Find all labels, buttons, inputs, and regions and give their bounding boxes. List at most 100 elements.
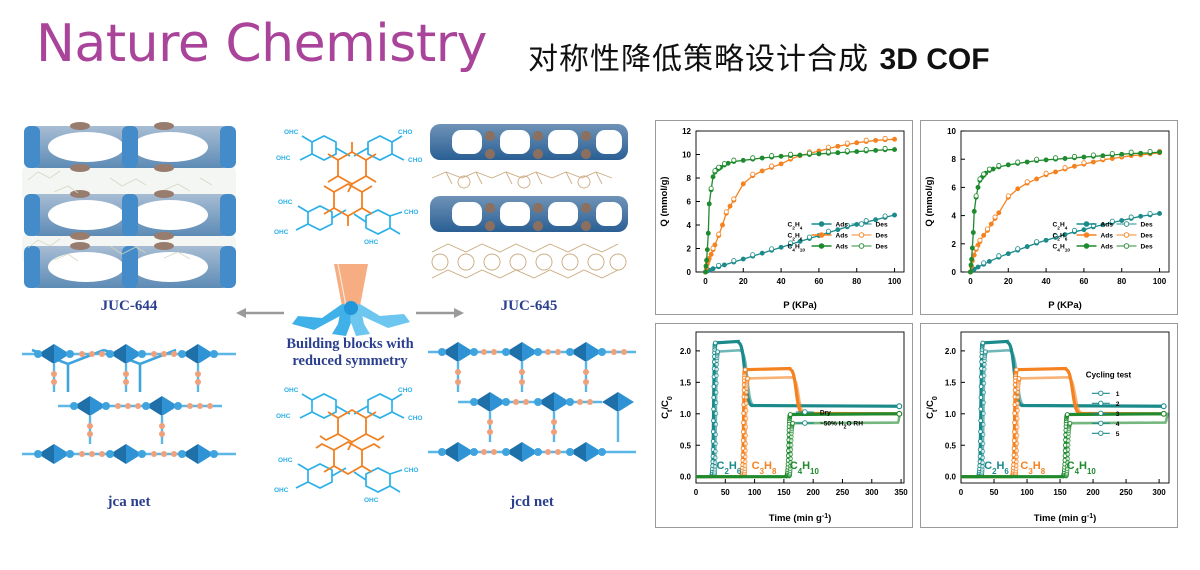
svg-text:50: 50 [721, 488, 730, 497]
svg-text:100: 100 [1020, 488, 1034, 497]
svg-text:C2H6: C2H6 [788, 232, 803, 242]
svg-text:150: 150 [1053, 488, 1067, 497]
svg-text:0: 0 [959, 488, 964, 497]
svg-text:Time (min g-1): Time (min g-1) [1034, 513, 1097, 525]
page-title: 对称性降低策略设计合成 3D COF [528, 34, 990, 78]
svg-text:8: 8 [952, 155, 957, 164]
ligand-molecule-top: OHC OHC CHO CHO OHC OHC CHO OHC [268, 116, 434, 274]
svg-text:40: 40 [777, 277, 786, 286]
svg-text:0: 0 [968, 277, 973, 286]
svg-text:CHO: CHO [398, 387, 412, 394]
svg-text:Time (min g-1): Time (min g-1) [769, 513, 832, 525]
svg-text:P (KPa): P (KPa) [1048, 300, 1082, 311]
svg-text:Dry: Dry [820, 410, 831, 417]
jcd-net-graphic [428, 342, 636, 462]
chart-isotherm-juc644: 0 20 40 60 80 100 0 2 4 6 8 10 12 P (KPa) Q (mmol/g) C2… [655, 120, 913, 315]
svg-text:50: 50 [990, 488, 999, 497]
svg-text:0: 0 [703, 277, 708, 286]
caption-line-1: Building blocks with [286, 336, 414, 352]
svg-text:C4H10: C4H10 [788, 243, 806, 253]
svg-text:1.0: 1.0 [945, 410, 957, 419]
svg-text:4: 4 [687, 221, 692, 230]
svg-text:2: 2 [1116, 401, 1120, 408]
svg-text:CHO: CHO [408, 415, 422, 422]
page-title-en: 3D COF [879, 43, 990, 76]
svg-text:200: 200 [807, 488, 821, 497]
svg-text:6: 6 [687, 198, 692, 207]
ligand-molecule-bottom: OHC OHC CHO CHO OHC OHC CHO OHC [268, 376, 434, 526]
svg-text:P (KPa): P (KPa) [783, 300, 817, 311]
svg-text:Ads: Ads [836, 243, 849, 250]
svg-text:OHC: OHC [274, 487, 289, 494]
svg-text:Cycling test: Cycling test [1086, 370, 1132, 379]
svg-text:1.5: 1.5 [680, 378, 692, 387]
svg-text:OHC: OHC [364, 239, 379, 246]
svg-text:C2H4: C2H4 [788, 221, 803, 231]
svg-text:OHC: OHC [278, 199, 293, 206]
svg-text:100: 100 [888, 277, 902, 286]
building-block-3d-icon [276, 260, 426, 338]
svg-text:80: 80 [1117, 277, 1126, 286]
svg-text:0.5: 0.5 [680, 441, 692, 450]
chart-breakthrough-cycling: 0 50 100 150 200 250 300 0.0 0.5 1.0 1.5 2.0 Time (m… [920, 323, 1178, 528]
svg-text:300: 300 [1152, 488, 1166, 497]
svg-text:Ads: Ads [1101, 243, 1114, 250]
svg-text:Des: Des [876, 243, 888, 250]
caption-line-2: reduced symmetry [292, 353, 408, 369]
svg-text:300: 300 [865, 488, 879, 497]
chart-breakthrough-dry-wet: 0 50 100 150 200 250 300 350 0.0 0.5 1.0 1.5 2.0 Time… [655, 323, 913, 528]
svg-text:4: 4 [952, 212, 957, 221]
svg-text:0.0: 0.0 [945, 473, 957, 482]
chart-breakthrough-cycling-svg: 0 50 100 150 200 250 300 0.0 0.5 1.0 1.5 2.0 Time (m… [925, 331, 1170, 525]
svg-text:C2H6: C2H6 [717, 460, 742, 476]
svg-text:Des: Des [876, 232, 888, 239]
svg-text:OHC: OHC [276, 155, 291, 162]
svg-text:100: 100 [1153, 277, 1167, 286]
svg-text:0.0: 0.0 [680, 473, 692, 482]
svg-text:OHC: OHC [284, 129, 299, 136]
structure-juc645 [424, 118, 634, 303]
chart-breakthrough-dry-wet-svg: 0 50 100 150 200 250 300 350 0.0 0.5 1.0 1.5 2.0 Time… [660, 331, 908, 525]
svg-text:Des: Des [1141, 221, 1153, 228]
svg-text:2.0: 2.0 [945, 347, 957, 356]
svg-text:100: 100 [748, 488, 762, 497]
arrow-right-icon [414, 306, 466, 325]
svg-text:Ct/C0: Ct/C0 [660, 396, 674, 419]
svg-text:20: 20 [739, 277, 748, 286]
svg-text:Des: Des [1141, 243, 1153, 250]
svg-text:8: 8 [687, 174, 692, 183]
ligand-top-graphic: OHC OHC CHO CHO OHC OHC CHO OHC [274, 129, 422, 246]
svg-text:OHC: OHC [276, 413, 291, 420]
svg-text:2: 2 [687, 245, 692, 254]
chart-isotherm-juc645-svg: 0 20 40 60 80 100 0 2 4 6 8 10 P (KPa) Q (mmol/g) C2H4… [924, 127, 1170, 311]
svg-text:Ads: Ads [836, 221, 849, 228]
building-block-graphic [292, 263, 410, 336]
schematic-panel: JUC-644 [0, 108, 655, 570]
structure-jca-net [12, 330, 246, 490]
structure-juc644 [14, 118, 244, 298]
label-jcd-net: jcd net [510, 494, 554, 510]
charts-panel: 0 20 40 60 80 100 0 2 4 6 8 10 12 P (KPa) Q (mmol/g) C2… [655, 120, 1200, 550]
chart-isotherm-juc644-svg: 0 20 40 60 80 100 0 2 4 6 8 10 12 P (KPa) Q (mmol/g) C2… [659, 127, 905, 311]
svg-text:CHO: CHO [404, 467, 418, 474]
svg-text:C4H10: C4H10 [790, 460, 820, 476]
svg-text:CHO: CHO [404, 209, 418, 216]
svg-text:3: 3 [1116, 411, 1120, 418]
svg-text:6: 6 [952, 183, 957, 192]
svg-text:250: 250 [1119, 488, 1133, 497]
svg-text:Q (mmol/g): Q (mmol/g) [924, 176, 935, 226]
svg-text:350: 350 [894, 488, 908, 497]
svg-text:60: 60 [814, 277, 823, 286]
svg-text:2: 2 [952, 240, 957, 249]
ligand-bottom-graphic: OHC OHC CHO CHO OHC OHC CHO OHC [274, 387, 422, 504]
svg-text:C4H10: C4H10 [1053, 243, 1071, 253]
juc644-framework-graphic [22, 122, 236, 288]
journal-title: Nature Chemistry [36, 14, 487, 74]
arrow-left-icon [234, 306, 286, 325]
svg-text:40: 40 [1042, 277, 1051, 286]
svg-text:C2H4: C2H4 [1053, 221, 1068, 231]
building-blocks-caption: Building blocks with reduced symmetry [250, 336, 450, 370]
structure-jcd-net [424, 330, 640, 490]
svg-text:CHO: CHO [398, 129, 412, 136]
svg-text:1.5: 1.5 [945, 378, 957, 387]
